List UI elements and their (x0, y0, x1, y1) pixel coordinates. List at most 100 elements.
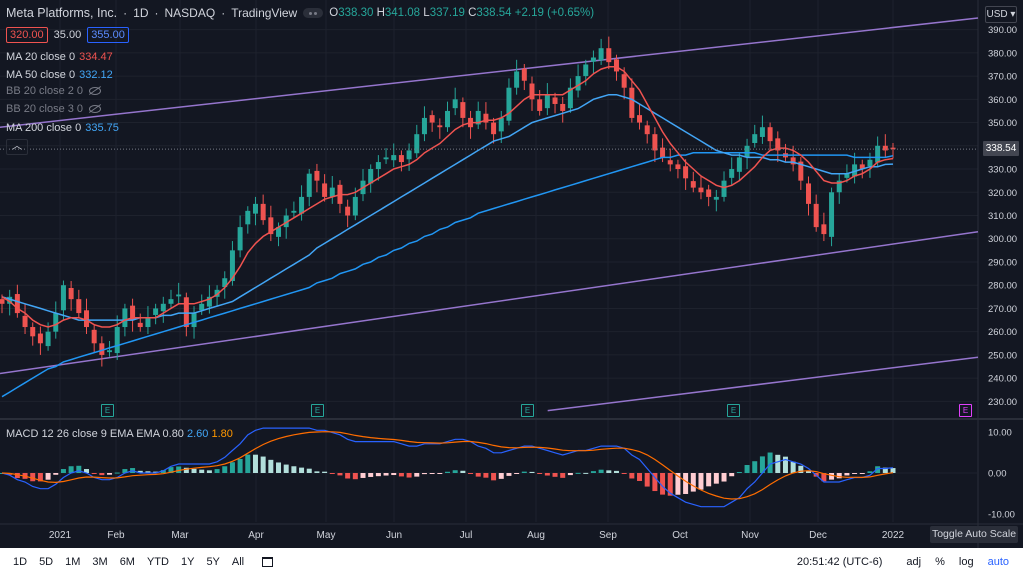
macd-histogram-bar (283, 464, 289, 473)
macd-histogram-bar (145, 471, 151, 473)
log-toggle[interactable]: log (958, 555, 974, 568)
macd-histogram-bar (468, 473, 474, 474)
candle-body (675, 164, 681, 170)
earnings-marker[interactable]: E (521, 404, 534, 417)
candle-body (375, 162, 381, 170)
candle-body (736, 157, 742, 172)
indicator-ma20[interactable]: MA 20 close 0 334.47 (6, 51, 113, 63)
range-ytd[interactable]: YTD (146, 555, 169, 568)
candle-body (391, 155, 397, 161)
macd-histogram-bar (729, 473, 735, 477)
source-label: TradingView (231, 6, 298, 20)
candle-body (521, 68, 527, 81)
macd-value-3: 1.80 (211, 428, 233, 440)
candle-body (252, 203, 258, 214)
macd-histogram-bar (414, 473, 420, 477)
macd-histogram-bar (268, 459, 274, 473)
indicator-bb20-3[interactable]: BB 20 close 3 0 (6, 103, 102, 115)
earnings-marker[interactable]: E (959, 404, 972, 417)
percent-toggle[interactable]: % (935, 555, 945, 568)
price-tick-label: 270.00 (988, 304, 1017, 315)
time-tick-label: Jul (460, 530, 473, 541)
candle-body (30, 327, 36, 337)
candle-body (437, 125, 443, 128)
candle-body (245, 210, 251, 225)
macd-tick-label: 0.00 (988, 469, 1007, 480)
macd-histogram-bar (775, 454, 781, 473)
indicator-ma200[interactable]: MA 200 close 0 335.75 (6, 122, 119, 134)
calendar-icon[interactable] (262, 556, 274, 567)
candle-body (214, 289, 220, 297)
range-5y[interactable]: 5Y (206, 555, 220, 568)
toggle-auto-scale-button[interactable]: Toggle Auto Scale (930, 526, 1018, 543)
clock: 20:51:42 (UTC-6) (796, 555, 883, 568)
currency-selector[interactable]: USD ▾ (985, 6, 1017, 23)
macd-histogram-bar (782, 456, 788, 473)
indicator-label: MA 20 close 0 (6, 51, 76, 63)
macd-legend[interactable]: MACD 12 26 close 9 EMA EMA 0.80 2.60 1.8… (6, 428, 233, 440)
macd-histogram-bar (537, 473, 543, 474)
auto-toggle[interactable]: auto (987, 555, 1009, 568)
eye-hidden-icon[interactable] (89, 105, 102, 114)
macd-histogram-bar (222, 466, 228, 473)
macd-histogram-bar (590, 471, 596, 473)
candle-body (606, 48, 612, 63)
candle-body (191, 313, 197, 328)
candle-body (560, 103, 566, 111)
range-1m[interactable]: 1M (65, 555, 81, 568)
macd-histogram-bar (375, 473, 381, 477)
macd-histogram-bar (214, 469, 220, 473)
indicator-bb20-2[interactable]: BB 20 close 2 0 (6, 85, 102, 97)
lower-price-input[interactable]: 320.00 (6, 27, 48, 43)
macd-histogram-bar (83, 469, 89, 473)
channel-bottom-line (547, 356, 979, 412)
symbol-legend: Meta Platforms, Inc. · 1D · NASDAQ · Tra… (6, 6, 594, 20)
macd-histogram-bar (153, 471, 159, 473)
indicator-ma50[interactable]: MA 50 close 0 332.12 (6, 69, 113, 81)
macd-histogram-bar (852, 473, 858, 474)
symbol-name[interactable]: Meta Platforms, Inc. (6, 6, 118, 20)
candle-body (852, 164, 858, 177)
macd-histogram-bar (314, 471, 320, 473)
candle-body (383, 157, 389, 160)
chevron-up-icon[interactable]: ︿ (6, 139, 28, 155)
upper-price-input[interactable]: 355.00 (87, 27, 129, 43)
macd-histogram-bar (875, 466, 881, 473)
range-3m[interactable]: 3M (92, 555, 108, 568)
range-6m[interactable]: 6M (119, 555, 135, 568)
macd-histogram-bar (859, 473, 865, 474)
candle-body (460, 102, 466, 118)
earnings-marker[interactable]: E (101, 404, 114, 417)
candle-body (229, 250, 235, 282)
candle-body (483, 113, 489, 123)
macd-tick-label: 10.00 (988, 428, 1012, 439)
earnings-marker[interactable]: E (311, 404, 324, 417)
candle-body (7, 296, 13, 304)
eye-hidden-icon[interactable] (89, 87, 102, 96)
macd-histogram-bar (529, 471, 535, 473)
macd-histogram-bar (606, 470, 612, 473)
macd-histogram-bar (552, 473, 558, 477)
earnings-marker[interactable]: E (727, 404, 740, 417)
range-1y[interactable]: 1Y (180, 555, 195, 568)
candle-body (637, 115, 643, 123)
range-1d[interactable]: 1D (13, 555, 28, 568)
candle-body (322, 183, 328, 197)
macd-value-2: 2.60 (187, 428, 209, 440)
visibility-toggle-icon[interactable] (303, 8, 324, 18)
candle-body (552, 97, 558, 104)
candle-body (53, 313, 59, 332)
macd-histogram-bar (337, 473, 343, 476)
range-5d[interactable]: 5D (39, 555, 54, 568)
separator: · (123, 6, 128, 20)
interval-label[interactable]: 1D (133, 6, 149, 20)
price-tick-label: 300.00 (988, 234, 1017, 245)
macd-histogram-bar (621, 473, 627, 474)
candle-body (567, 87, 573, 109)
adj-toggle[interactable]: adj (906, 555, 922, 568)
candle-body (475, 110, 481, 125)
macd-histogram-bar (352, 473, 358, 480)
macd-histogram-bar (68, 466, 74, 473)
range-all[interactable]: All (231, 555, 245, 568)
